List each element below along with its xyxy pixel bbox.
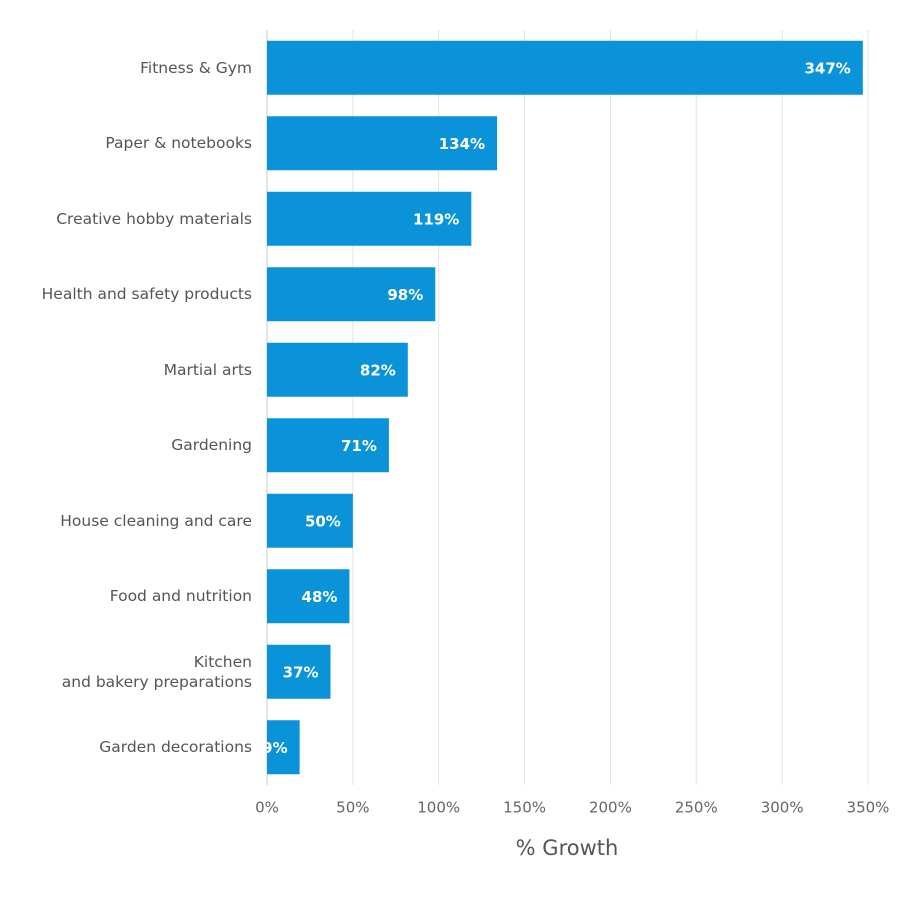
y-tick-label: Fitness & Gym	[140, 58, 252, 77]
x-tick-label: 100%	[417, 799, 460, 817]
value-label: 48%	[302, 588, 338, 606]
bar	[267, 267, 436, 322]
value-label: 134%	[439, 135, 485, 153]
y-tick-label: Health and safety products	[41, 285, 252, 304]
y-tick-label: Kitchen and bakery preparations	[61, 652, 252, 691]
bar	[267, 720, 300, 775]
x-tick-label: 150%	[503, 799, 546, 817]
value-label: 119%	[413, 210, 459, 228]
bar	[267, 644, 331, 699]
value-label: 50%	[305, 512, 341, 530]
y-tick-label: House cleaning and care	[60, 511, 252, 530]
bar	[267, 40, 863, 95]
bar	[267, 569, 350, 624]
x-tick-label: 350%	[847, 799, 890, 817]
x-tick-label: 300%	[761, 799, 804, 817]
y-tick-label: Garden decorations	[99, 738, 252, 757]
x-tick-label: 200%	[589, 799, 632, 817]
bar	[267, 342, 408, 397]
y-tick-label: Creative hobby materials	[56, 209, 252, 228]
value-label: 19%	[252, 739, 288, 757]
x-tick-label: 0%	[255, 799, 279, 817]
y-tick-label: Gardening	[171, 436, 252, 455]
x-tick-label: 50%	[336, 799, 369, 817]
y-tick-label: Paper & notebooks	[105, 134, 252, 153]
bar	[267, 191, 472, 246]
y-tick-label: Martial arts	[163, 360, 252, 379]
bar	[267, 418, 389, 473]
bar	[267, 493, 353, 548]
value-label: 82%	[360, 361, 396, 379]
value-label: 98%	[387, 286, 423, 304]
x-tick-label: 250%	[675, 799, 718, 817]
x-axis-title: % Growth	[516, 836, 619, 860]
bar	[267, 116, 498, 171]
y-tick-label: Food and nutrition	[109, 587, 252, 606]
value-label: 37%	[283, 663, 319, 681]
value-label: 71%	[341, 437, 377, 455]
value-label: 347%	[805, 59, 851, 77]
